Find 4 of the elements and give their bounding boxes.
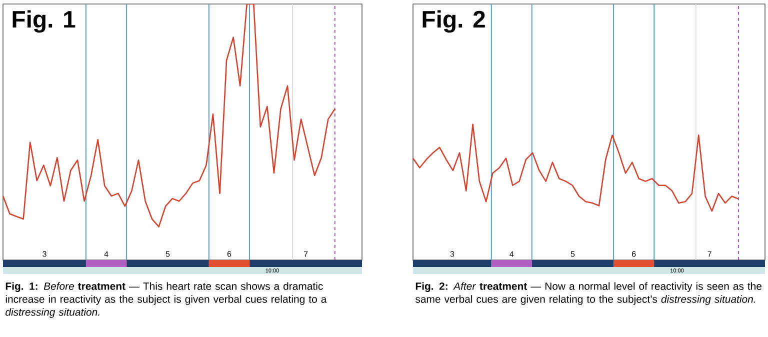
chart-title: Fig. 1 [12,10,76,33]
text: Fig. 2: After treatment — Now a normal level of reactivity is seen as the same verbal cues are given relating to the subject’s distressing situation. [416,282,762,305]
text: Fig. 1: Before treatment — This heart rate scan shows a dramatic increase in reactivity as the subject is given verbal cues relating to a distressing situation. [6,282,327,318]
chart-title: Fig. 2 [422,10,485,33]
